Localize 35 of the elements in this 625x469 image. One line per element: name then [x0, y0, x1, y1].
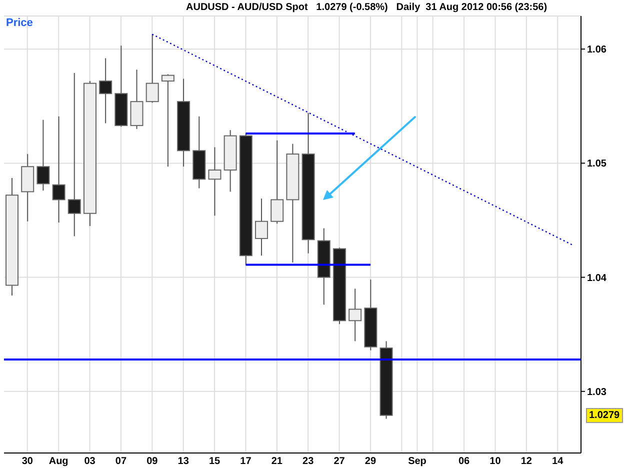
candlestick: [161, 74, 174, 168]
x-tick-label: 03: [84, 456, 96, 468]
x-tick-label: Sep: [408, 456, 426, 468]
x-tick-label: 07: [115, 456, 127, 468]
x-tick-label: 10: [490, 456, 502, 468]
x-tick-label: 14: [552, 456, 564, 468]
candlestick: [36, 119, 50, 192]
candlestick: [146, 34, 159, 104]
candlestick: [68, 72, 81, 237]
x-tick-label: 09: [146, 456, 158, 468]
x-tick-label: 29: [364, 456, 376, 468]
candlestick: [130, 69, 144, 130]
candlestick: [348, 288, 362, 342]
x-tick-label: 06: [458, 456, 470, 468]
candlestick: [99, 58, 112, 124]
y-axis-title: Price: [6, 17, 33, 30]
candlestick: [208, 146, 222, 216]
x-tick-label: 13: [178, 456, 190, 468]
x-tick-label: 17: [240, 456, 252, 468]
text: 1.0279: [586, 408, 623, 424]
y-tick-label: 1.06: [587, 44, 607, 56]
candlestick: [270, 140, 284, 224]
y-tick-label: 1.03: [587, 386, 607, 398]
y-tick-label: 1.04: [587, 272, 607, 284]
x-tick-label: Aug: [48, 456, 68, 468]
x-tick-label: 12: [520, 456, 532, 468]
x-tick-label: 21: [271, 456, 283, 468]
chart-title: AUDUSD - AUD/USD Spot 1.0279 (-0.58%) Daily 31 Aug 2012 00:56 (23:56): [186, 1, 548, 14]
candlestick: [255, 198, 268, 256]
y-tick-label: 1.05: [587, 158, 607, 170]
x-tick-label: 23: [302, 456, 314, 468]
x-tick-label: 15: [208, 456, 221, 468]
candlestick: [52, 116, 66, 224]
x-tick-label: 30: [22, 456, 34, 468]
x-tick-label: 27: [334, 456, 346, 468]
